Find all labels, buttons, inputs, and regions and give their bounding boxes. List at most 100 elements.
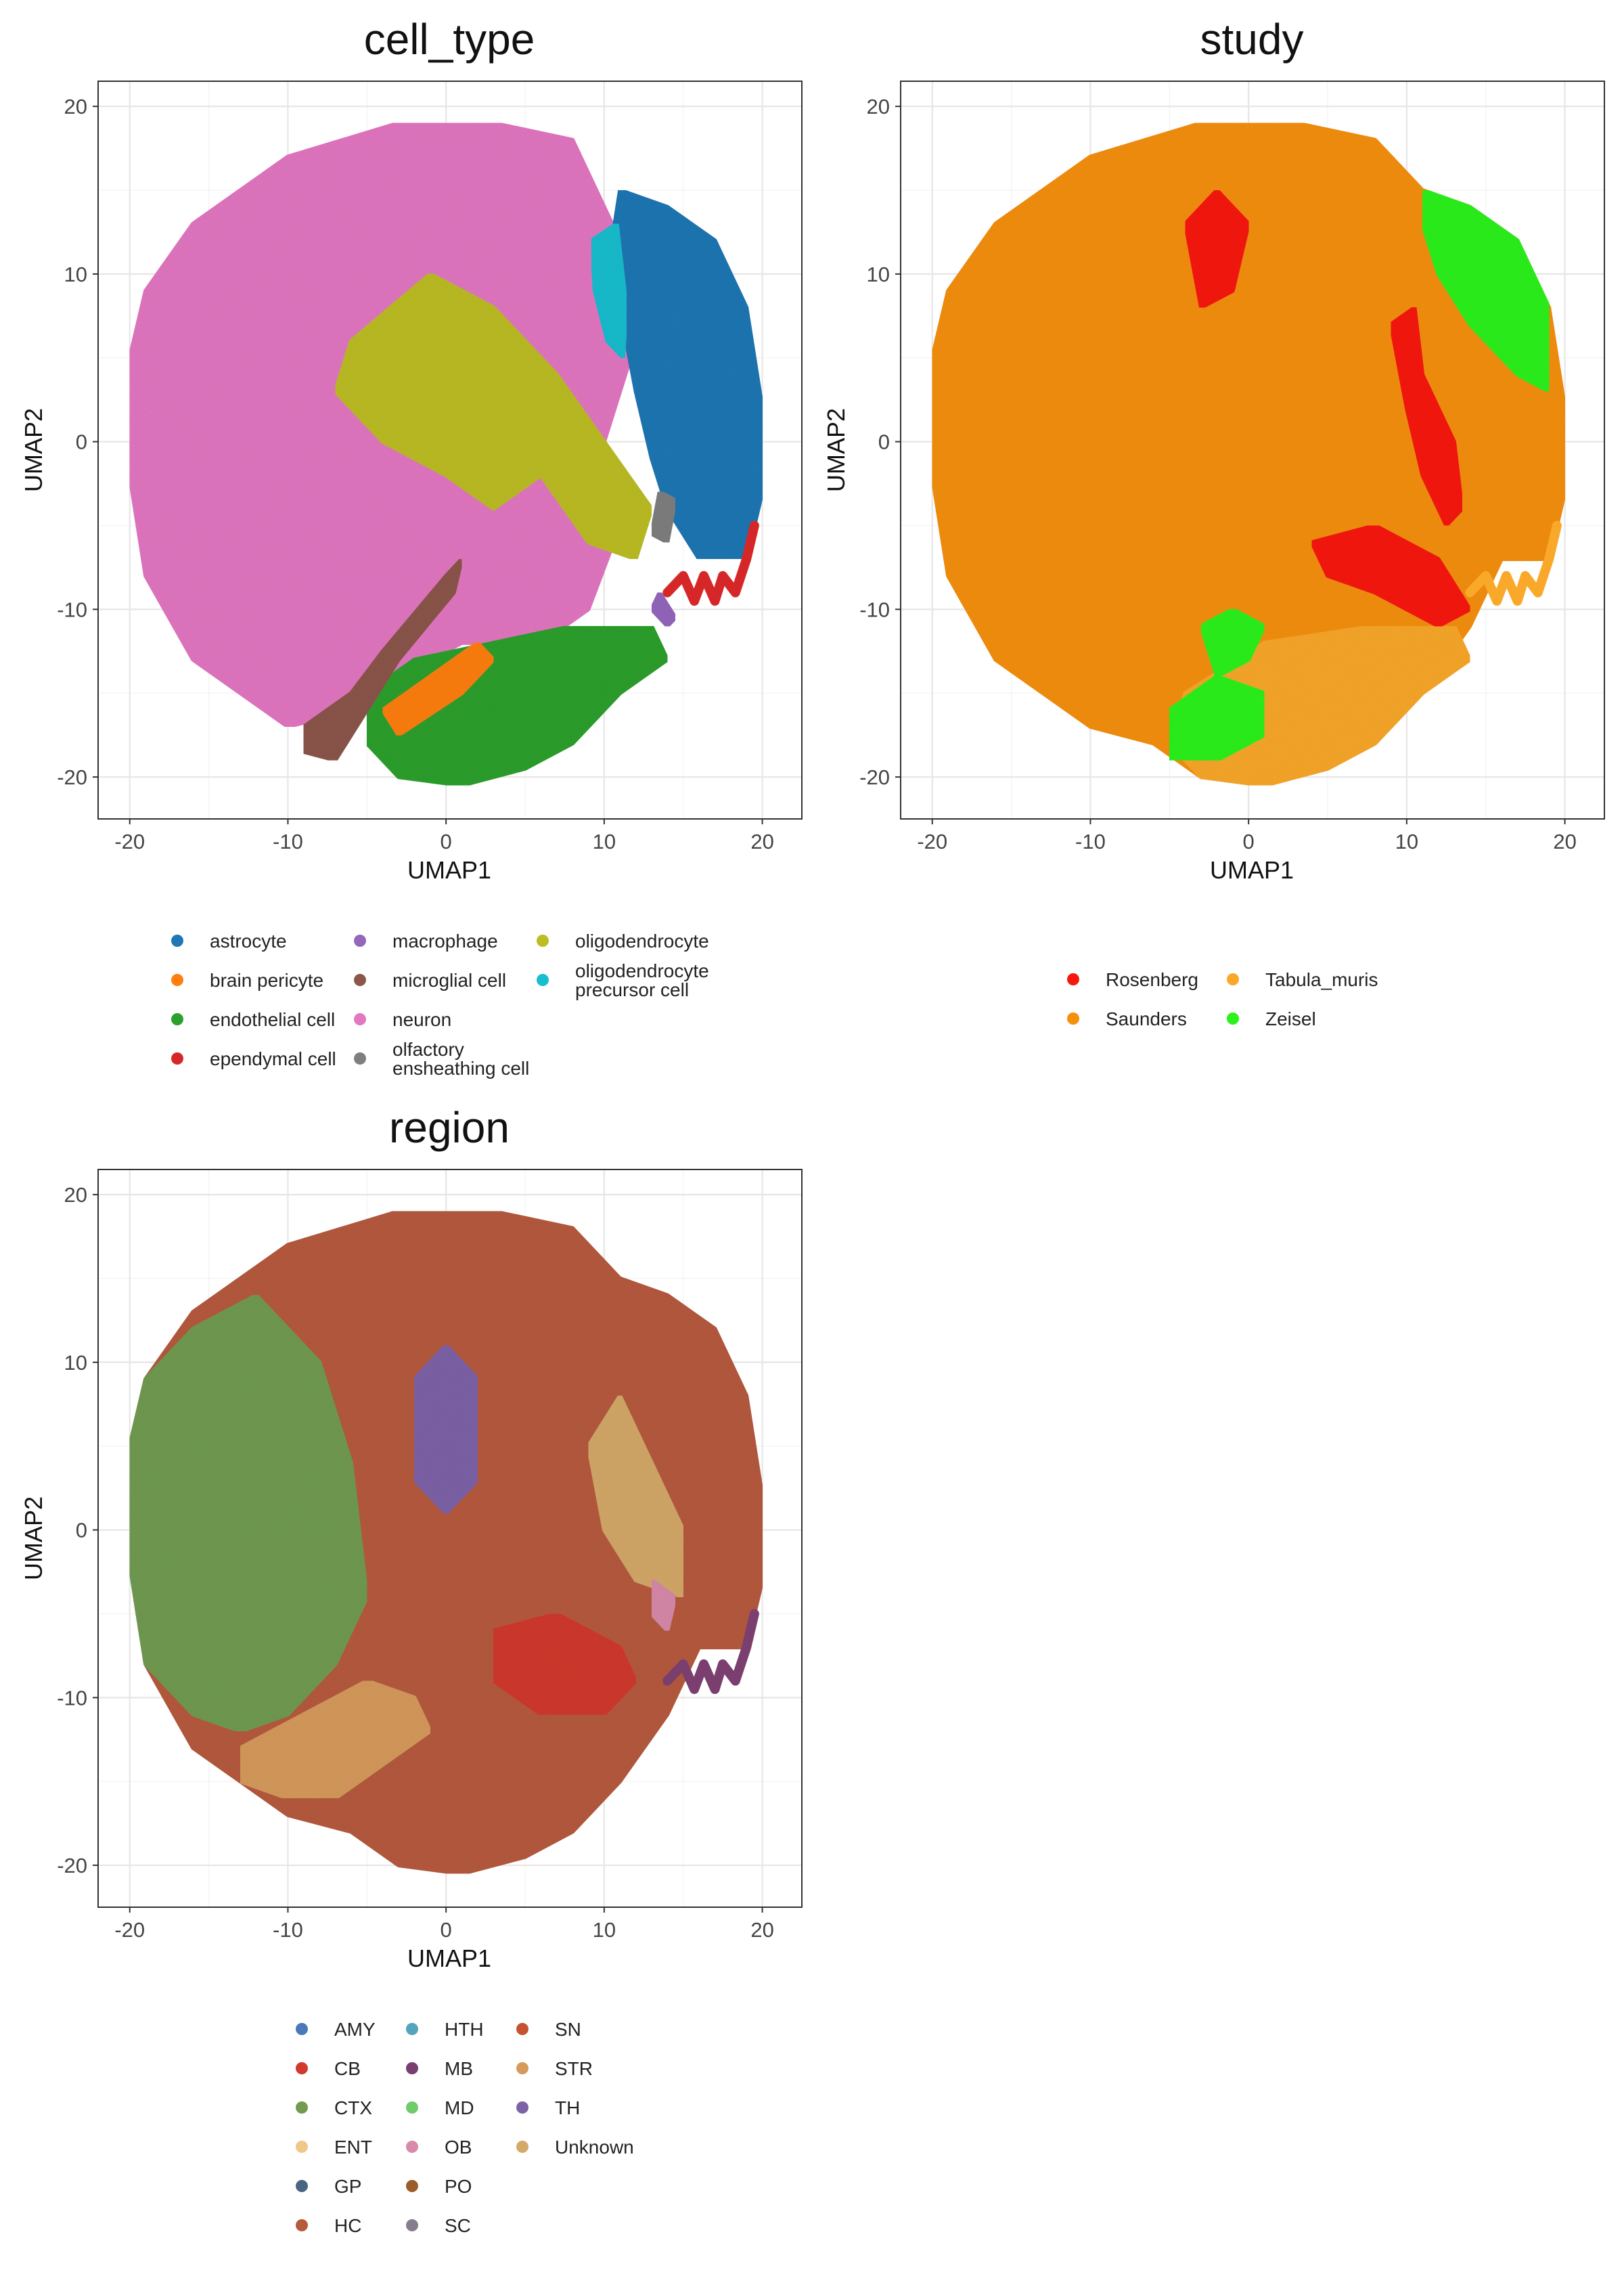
legend-item: SC xyxy=(406,2215,471,2236)
y-tick-label: 20 xyxy=(867,95,890,118)
legend-label: STR xyxy=(555,2058,593,2079)
legend-item: olfactory ensheathing cell xyxy=(354,1039,529,1079)
axis-ticks: -20 -10 0 10 20 -20 -10 0 10 20 xyxy=(57,1183,774,1942)
x-tick-label: 0 xyxy=(441,1918,452,1942)
legend-label: CTX xyxy=(334,2097,372,2118)
legend-item: TH xyxy=(516,2097,580,2118)
cluster-cb xyxy=(491,1611,638,1717)
legend-label: Rosenberg xyxy=(1106,969,1198,990)
legend-swatch xyxy=(537,974,549,986)
legend-item: endothelial cell xyxy=(171,1009,335,1030)
legend-swatch xyxy=(406,2141,418,2153)
legend-swatch xyxy=(171,1013,183,1025)
legend-label: olfactory ensheathing cell xyxy=(392,1039,529,1079)
legend-item: AMY xyxy=(296,2019,376,2040)
legend-swatch xyxy=(171,974,183,986)
legend-label: MD xyxy=(445,2097,474,2118)
legend-swatch xyxy=(516,2101,528,2114)
x-tick-label: 10 xyxy=(1395,830,1418,853)
data-points xyxy=(127,1209,765,1876)
legend-label: neuron xyxy=(392,1009,451,1030)
legend-item: Tabula_muris xyxy=(1227,969,1378,990)
legend-item: GP xyxy=(296,2176,361,2197)
y-tick-label: -20 xyxy=(859,765,890,789)
legend-swatch xyxy=(296,2023,308,2035)
legend-label: GP xyxy=(334,2176,361,2197)
cluster-str xyxy=(238,1678,432,1800)
x-tick-label: -20 xyxy=(917,830,947,853)
legend-swatch xyxy=(354,935,366,947)
data-points xyxy=(930,120,1567,788)
legend-swatch xyxy=(354,1052,366,1065)
legend-item: brain pericyte xyxy=(171,970,323,991)
legend-item: SN xyxy=(516,2019,581,2040)
legend: AMY CB CTX ENT GP HC HTH MB MD OB PO SC SN STR TH Unkno… xyxy=(296,2019,634,2236)
x-tick-label: 10 xyxy=(593,830,616,853)
cluster-ctx xyxy=(127,1293,369,1733)
legend-label: ENT xyxy=(334,2137,372,2158)
cluster-brain-pericyte xyxy=(380,640,496,738)
legend-item: microglial cell xyxy=(354,970,506,991)
legend-swatch xyxy=(1067,973,1079,985)
legend-swatch xyxy=(296,2219,308,2231)
legend-item: MB xyxy=(406,2058,473,2079)
panel-title: region xyxy=(389,1103,510,1152)
legend-swatch xyxy=(1227,973,1239,985)
legend-label: HC xyxy=(334,2215,361,2236)
legend-label: SC xyxy=(445,2215,471,2236)
y-axis-label: UMAP2 xyxy=(20,1496,47,1580)
legend-label: SN xyxy=(555,2019,581,2040)
legend-item: MD xyxy=(406,2097,474,2118)
legend-label: microglial cell xyxy=(392,970,506,991)
x-tick-label: 20 xyxy=(750,1918,773,1942)
legend: astrocyte brain pericyte endothelial cell e… xyxy=(171,931,709,1079)
cluster-mb xyxy=(662,1609,759,1694)
legend-label: oligodendrocyte xyxy=(575,931,709,952)
legend-item: oligodendrocyte precursor cell xyxy=(537,960,709,1000)
x-axis-label: UMAP1 xyxy=(407,856,491,884)
legend-swatch xyxy=(296,2180,308,2192)
legend-item: OB xyxy=(406,2137,472,2158)
x-tick-label: 20 xyxy=(750,830,773,853)
y-tick-label: 0 xyxy=(878,430,890,454)
legend-item: CTX xyxy=(296,2097,372,2118)
y-tick-label: -10 xyxy=(57,598,87,621)
x-tick-label: 20 xyxy=(1553,830,1576,853)
cluster-rosenberg xyxy=(1183,188,1251,310)
panel-title: cell_type xyxy=(364,15,535,64)
legend-swatch xyxy=(296,2141,308,2153)
x-tick-label: -10 xyxy=(273,830,303,853)
legend-label: PO xyxy=(445,2176,472,2197)
y-tick-label: 0 xyxy=(76,430,87,454)
legend-item: HC xyxy=(296,2215,361,2236)
x-tick-label: 0 xyxy=(441,830,452,853)
legend-swatch xyxy=(171,1052,183,1065)
legend-item: oligodendrocyte xyxy=(537,931,709,952)
panel-title: study xyxy=(1200,15,1304,64)
legend-label: brain pericyte xyxy=(210,970,323,991)
legend-label: Tabula_muris xyxy=(1265,969,1378,990)
cluster-tabula-muris xyxy=(1465,520,1562,606)
legend-label: Unknown xyxy=(555,2137,634,2158)
legend-swatch xyxy=(1067,1012,1079,1025)
panel-cell-type: cell_type -20 -10 0 10 20 -20 -10 0 10 20 UMAP1 U… xyxy=(20,15,803,1079)
legend-swatch xyxy=(516,2141,528,2153)
legend-label: MB xyxy=(445,2058,473,2079)
data-points xyxy=(127,120,765,788)
y-tick-label: 0 xyxy=(76,1519,87,1542)
legend-label: ependymal cell xyxy=(210,1048,336,1069)
x-tick-label: -20 xyxy=(114,1918,145,1942)
legend-swatch xyxy=(1227,1012,1239,1025)
panel-study: study -20 -10 0 10 20 -20 -10 0 10 20 UMAP1 UMAP2… xyxy=(822,15,1605,1029)
legend-swatch xyxy=(516,2062,528,2074)
legend-item: STR xyxy=(516,2058,593,2079)
legend-label: Saunders xyxy=(1106,1008,1187,1029)
legend-label: CB xyxy=(334,2058,361,2079)
x-tick-label: 10 xyxy=(593,1918,616,1942)
plot-frame xyxy=(97,81,803,820)
cluster-rosenberg xyxy=(1309,523,1472,629)
legend-swatch xyxy=(354,974,366,986)
legend-item: Rosenberg xyxy=(1067,969,1198,990)
y-tick-label: 10 xyxy=(64,263,87,286)
